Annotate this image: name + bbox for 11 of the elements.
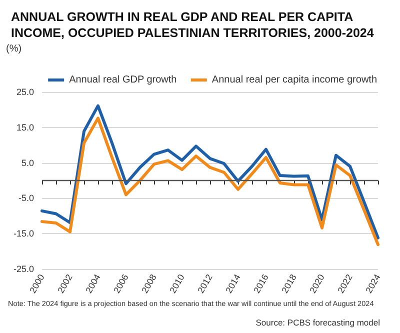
y-tick-label: 5.0	[21, 158, 34, 168]
legend-label: Annual real per capita income growth	[212, 74, 377, 86]
y-axis-title: (%)	[6, 44, 22, 54]
y-tick-label: -15.0	[13, 228, 34, 239]
y-tick-label: -5.0	[18, 193, 34, 204]
legend-label: Annual real GDP growth	[69, 74, 177, 86]
source-note: Source: PCBS forecasting model	[256, 318, 380, 328]
y-tick-label: -25.0	[13, 264, 34, 274]
y-tick-label: 15.0	[16, 122, 34, 132]
chart-title: ANNUAL GROWTH IN REAL GDP AND REAL PER CAPITA INCOME, OCCUPIED PALESTINIAN TERRITORIES, 2000-2024	[11, 10, 374, 40]
y-tick-label: 25.0	[16, 87, 34, 97]
